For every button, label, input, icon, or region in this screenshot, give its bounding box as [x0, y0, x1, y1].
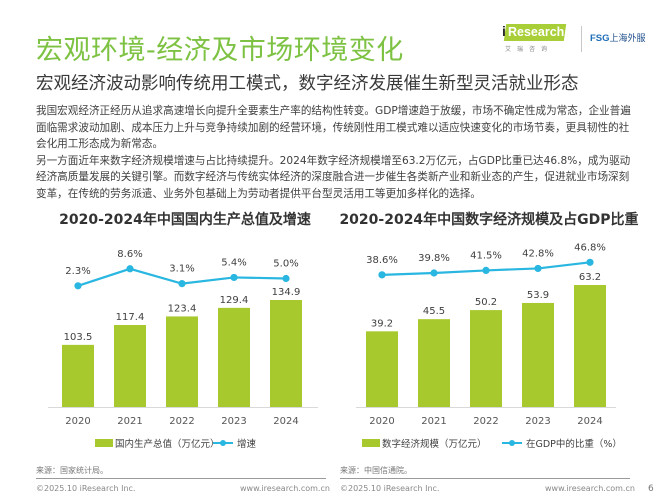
body-paragraph: 我国宏观经济正经历从追求高速增长向提升全要素生产率的结构性转变。GDP增速趋于放…	[36, 105, 631, 151]
line-value-label: 46.8%	[574, 242, 606, 253]
line-value-label: 5.0%	[273, 259, 298, 270]
x-tick-label: 2023	[525, 416, 550, 427]
line-value-label: 2.3%	[65, 266, 90, 277]
line-point	[534, 264, 542, 273]
body-paragraph: 另一方面近年来数字经济规模增速与占比持续提升。2024年数字经济规模增至63.2…	[36, 154, 631, 200]
copyright-right: ©2025.10 iResearch Inc.	[340, 484, 440, 493]
fsg-logo: FSG上海外服	[590, 31, 646, 44]
bar	[470, 310, 502, 407]
legend-line-label: 在GDP中的比重（%）	[526, 438, 622, 450]
line-point	[126, 265, 134, 273]
line-point	[230, 273, 238, 282]
bar-value-label: 50.2	[475, 297, 497, 308]
website-link-right[interactable]: www.iresearch.com.cn	[545, 484, 635, 493]
line-value-label: 42.8%	[522, 248, 554, 259]
bar	[218, 307, 250, 407]
legend-line-marker	[220, 440, 226, 446]
bar	[62, 344, 94, 407]
line-point	[482, 266, 490, 275]
bar	[366, 331, 398, 407]
line-value-label: 41.5%	[470, 250, 502, 261]
x-tick-label: 2021	[421, 416, 446, 427]
legend-bar-label: 数字经济规模（万亿元）	[382, 438, 487, 450]
fsg-logo-text: FSG	[590, 33, 610, 44]
line-value-label: 39.8%	[418, 253, 450, 264]
x-tick-label: 2024	[273, 416, 298, 427]
legend-line-marker	[509, 440, 515, 446]
bar-value-label: 134.9	[272, 287, 301, 298]
footer-divider-left	[36, 478, 326, 479]
page-title: 宏观环境-经济及市场环境变化	[36, 35, 404, 66]
source-note-left: 来源：国家统计局。	[36, 466, 108, 475]
line-point	[282, 274, 290, 283]
x-tick-label: 2024	[577, 416, 602, 427]
source-note-right: 来源：中国信通院。	[340, 466, 412, 475]
line-point	[378, 271, 386, 279]
x-tick-label: 2020	[369, 416, 394, 427]
line-value-label: 3.1%	[169, 264, 194, 275]
legend-bar-label: 国内生产总值（万亿元）	[115, 438, 220, 450]
line-point	[430, 269, 438, 277]
footer-divider-right	[340, 478, 630, 479]
line-point	[74, 282, 82, 290]
x-tick-label: 2022	[169, 416, 194, 427]
fsg-logo-cn: 上海外服	[609, 33, 646, 43]
chart-title-digital-economy: 2020-2024年中国数字经济规模及占GDP比重	[339, 212, 639, 228]
legend-bar-swatch	[95, 439, 113, 447]
bar	[114, 325, 146, 407]
bar	[574, 285, 606, 407]
logo-group: Research i 艾瑞咨询 FSG上海外服	[502, 23, 660, 64]
iresearch-logo-i: i	[502, 23, 506, 39]
page-subtitle: 宏观经济波动影响传统用工模式，数字经济发展催生新型灵活就业形态	[36, 74, 579, 94]
website-link-left[interactable]: www.iresearch.com.cn	[240, 484, 330, 493]
bar-value-label: 123.4	[168, 303, 197, 314]
line-value-label: 38.6%	[366, 255, 398, 266]
line-value-label: 5.4%	[221, 257, 246, 268]
bar	[418, 319, 450, 407]
legend-bar-swatch	[362, 439, 380, 447]
line-point	[586, 258, 594, 266]
x-tick-label: 2021	[117, 416, 142, 427]
iresearch-logo-cn: 艾瑞咨询	[505, 46, 554, 53]
x-tick-label: 2023	[221, 416, 246, 427]
body-text: 我国宏观经济正经历从追求高速增长向提升全要素生产率的结构性转变。GDP增速趋于放…	[36, 103, 636, 203]
legend-line-label: 增速	[237, 438, 257, 450]
page-number: 6	[648, 484, 654, 494]
bar	[522, 302, 554, 407]
bar-value-label: 103.5	[64, 332, 93, 343]
bar	[166, 316, 198, 407]
bar-value-label: 63.2	[579, 272, 601, 283]
x-tick-label: 2022	[473, 416, 498, 427]
copyright-left: ©2025.10 iResearch Inc.	[36, 484, 136, 493]
x-tick-label: 2020	[65, 416, 90, 427]
line-value-label: 8.6%	[117, 249, 142, 260]
bar-value-label: 39.2	[371, 318, 393, 329]
chart-title-gdp: 2020-2024年中国国内生产总值及增速	[59, 212, 311, 228]
bar-value-label: 129.4	[220, 295, 249, 306]
bar-value-label: 53.9	[527, 290, 549, 301]
bar	[270, 300, 302, 407]
logo-divider	[581, 26, 582, 52]
bar-value-label: 117.4	[116, 312, 145, 323]
line-point	[178, 280, 186, 288]
bar-value-label: 45.5	[423, 306, 445, 317]
